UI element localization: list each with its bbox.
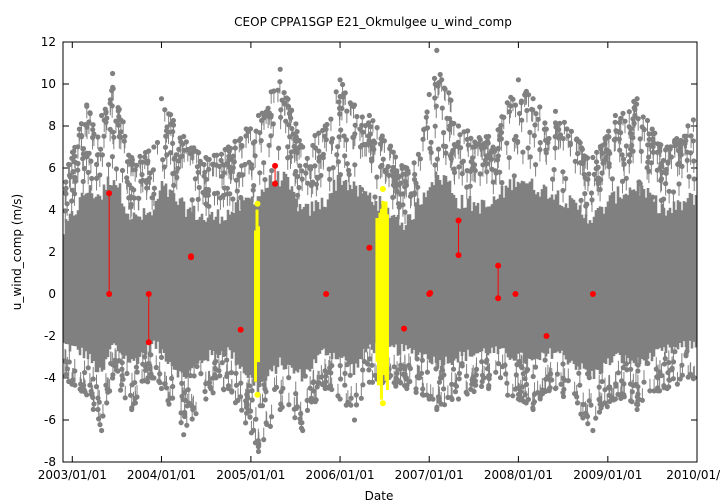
x-tick-label: 2006/01/01 [305,468,374,482]
data-point [62,47,697,455]
x-tick-label: 2003/01/01 [38,468,107,482]
flagged-point [272,162,279,169]
flagged-point [455,252,462,259]
y-tick-label: 8 [48,119,56,133]
y-tick-label: -4 [44,371,56,385]
x-tick-label: 2005/01/01 [216,468,285,482]
y-tick-label: -6 [44,413,56,427]
highlight-series [254,186,389,407]
highlight-point [254,200,261,207]
flagged-point [495,262,502,269]
y-tick-label: 12 [41,35,56,49]
x-tick-label: 2008/01/01 [484,468,553,482]
y-axis-label: u_wind_comp (m/s) [10,194,24,310]
flagged-point [188,253,195,260]
x-tick-label: 2004/01/01 [127,468,196,482]
y-tick-label: 2 [48,245,56,259]
flagged-point [145,339,152,346]
plot-area [62,47,698,455]
flagged-point [589,291,596,297]
flagged-point [543,333,550,339]
flagged-point [323,291,330,297]
x-tick-label: 2010/01/0 [666,468,720,482]
x-tick-label: 2007/01/01 [395,468,464,482]
x-tick-label: 2009/01/01 [573,468,642,482]
flagged-point [145,291,152,297]
y-tick-label: 4 [48,203,56,217]
x-axis-label: Date [365,489,394,503]
y-tick-label: 0 [48,287,56,301]
flagged-point [455,217,462,224]
flagged-point [512,291,519,297]
chart-title: CEOP CPPA1SGP E21_Okmulgee u_wind_comp [234,15,512,29]
axes-ticks: -8 -6 -4 -2 0 2 4 6 8 10 12 2003/01/01 2004/01/01 200… [38,35,720,482]
y-tick-label: 6 [48,161,56,175]
main-series [62,47,698,455]
plot-frame [62,41,698,463]
y-tick-label: 10 [41,77,56,91]
flagged-point [427,289,434,296]
flagged-series [106,162,596,346]
flagged-point [237,326,244,333]
flagged-point [106,190,113,197]
flagged-point [106,291,113,297]
y-tick-label: -8 [44,455,56,469]
y-tick-label: -2 [44,329,56,343]
flagged-point [495,295,502,302]
flagged-point [401,325,408,332]
highlight-point [379,400,386,407]
flagged-point [272,180,279,187]
flagged-point [366,244,373,251]
highlight-point [254,391,261,398]
highlight-point [379,186,386,192]
